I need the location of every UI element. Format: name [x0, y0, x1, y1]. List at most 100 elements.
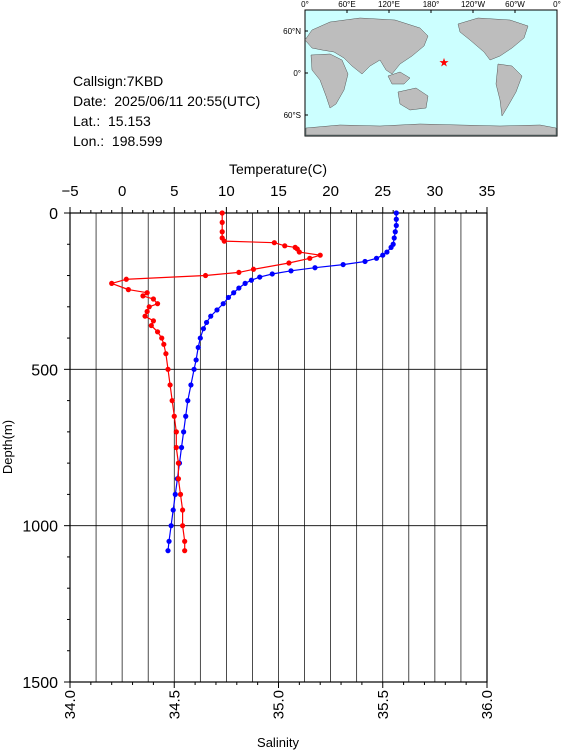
temperature-data-point [312, 265, 318, 271]
salinity-data-point [173, 429, 179, 435]
map-lon-tick-label: 120°W [461, 0, 486, 9]
temperature-data-point [181, 429, 187, 435]
map-lon-tick-label: 60°W [505, 0, 525, 9]
salinity-tick-label: 34.5 [166, 690, 183, 719]
salinity-data-point [150, 318, 156, 324]
salinity-data-point [221, 238, 227, 244]
chart-grid [69, 212, 488, 683]
temperature-data-point [236, 285, 242, 291]
temperature-data-point [172, 491, 178, 497]
temperature-data-point [391, 235, 397, 241]
salinity-data-point [159, 335, 165, 341]
depth-axis-ticks: 0 500 1000 1500 [22, 206, 70, 692]
salinity-data-point [175, 476, 182, 482]
profile-series [109, 210, 399, 554]
map-lon-tick-label: 60°E [338, 0, 355, 9]
temperature-data-point [178, 444, 185, 451]
salinity-data-point [179, 507, 186, 513]
temperature-tick-label: 10 [218, 183, 235, 200]
salinity-data-point [175, 460, 182, 466]
temperature-data-point [225, 294, 232, 301]
salinity-data-point [140, 293, 146, 299]
salinity-data-point [236, 269, 242, 276]
salinity-tick-label: 35.5 [375, 690, 392, 719]
temperature-data-point [393, 216, 399, 222]
longitude-text: Lon.: 198.599 [73, 133, 163, 149]
salinity-data-point [286, 260, 292, 266]
temperature-data-point [170, 507, 176, 513]
temperature-data-point [197, 335, 203, 341]
salinity-data-point [173, 444, 179, 451]
temperature-data-point [362, 258, 368, 265]
temperature-data-point [191, 366, 197, 372]
map-lon-tick-label: 0° [301, 0, 309, 9]
temperature-data-point [393, 210, 399, 216]
temperature-data-point [220, 301, 226, 307]
salinity-data-point [171, 413, 177, 419]
salinity-data-point [179, 523, 186, 529]
salinity-axis-ticks: 34.0 34.5 35.0 35.5 36.0 [62, 682, 496, 719]
salinity-data-point [182, 548, 188, 554]
salinity-axis-label: Salinity [257, 735, 299, 750]
temperature-tick-label: 25 [374, 183, 391, 200]
salinity-data-point [148, 322, 154, 329]
temperature-data-point [185, 398, 191, 404]
station-location-map: 0° 60°E 120°E 180° 120°W 60°W 0° 60°N 0° 60°S ★ [283, 0, 561, 137]
temperature-data-point [248, 277, 254, 283]
station-star-marker: ★ [439, 55, 450, 69]
temperature-data-point [200, 326, 207, 332]
salinity-tick-label: 34.0 [62, 690, 79, 719]
temperature-tick-label: 15 [270, 183, 287, 200]
temperature-data-point [188, 382, 194, 388]
salinity-data-point [146, 304, 152, 310]
map-longitude-ticks: 0° 60°E 120°E 180° 120°W 60°W 0° [301, 0, 561, 13]
map-lat-tick-label: 60°S [284, 111, 301, 120]
temperature-data-point [203, 319, 210, 326]
map-lon-tick-label: 120°E [378, 0, 400, 9]
salinity-data-point [282, 243, 288, 249]
temperature-data-point [392, 229, 398, 235]
temperature-tick-label: 35 [479, 183, 496, 200]
temperature-data-point [208, 313, 214, 319]
salinity-data-point [250, 266, 257, 272]
temperature-data-point [340, 261, 346, 268]
salinity-data-point [177, 491, 184, 497]
salinity-data-point [169, 398, 175, 404]
temperature-axis-label: Temperature(C) [229, 161, 327, 177]
salinity-data-point [125, 287, 131, 293]
salinity-tick-label: 36.0 [479, 690, 496, 719]
temperature-data-point [269, 271, 275, 277]
salinity-data-point [150, 296, 156, 302]
salinity-data-point [296, 249, 302, 255]
temperature-data-point [393, 222, 399, 229]
salinity-data-point [271, 240, 277, 246]
salinity-data-point [163, 351, 169, 357]
temperature-data-point [166, 538, 172, 544]
temperature-tick-label: 30 [427, 183, 444, 200]
temperature-data-point [388, 244, 394, 250]
salinity-data-point [161, 341, 167, 347]
map-land [304, 17, 557, 136]
latitude-text: Lat.: 15.153 [73, 113, 151, 129]
salinity-tick-label: 35.0 [271, 690, 288, 719]
map-lon-tick-label: 0° [553, 0, 561, 9]
temperature-tick-label: 20 [322, 183, 339, 200]
salinity-data-point [165, 366, 171, 372]
map-lat-tick-label: 60°N [283, 27, 301, 36]
temperature-data-point [288, 268, 294, 274]
salinity-data-point [202, 272, 209, 279]
salinity-data-point [307, 255, 313, 261]
temperature-data-point [231, 290, 237, 296]
temperature-data-point [384, 249, 390, 255]
depth-tick-label: 1000 [22, 519, 58, 536]
temperature-data-point [380, 252, 386, 258]
salinity-data-point [167, 382, 173, 388]
temperature-tick-label: 0 [118, 183, 126, 200]
temperature-data-point [168, 523, 174, 529]
temperature-tick-label: 5 [170, 183, 178, 200]
callsign-text: Callsign:7KBD [73, 73, 164, 89]
temperature-data-point [165, 548, 171, 554]
depth-tick-label: 500 [31, 362, 58, 379]
date-text: Date: 2025/06/11 20:55(UTC) [73, 93, 261, 109]
salinity-data-point [219, 229, 225, 235]
